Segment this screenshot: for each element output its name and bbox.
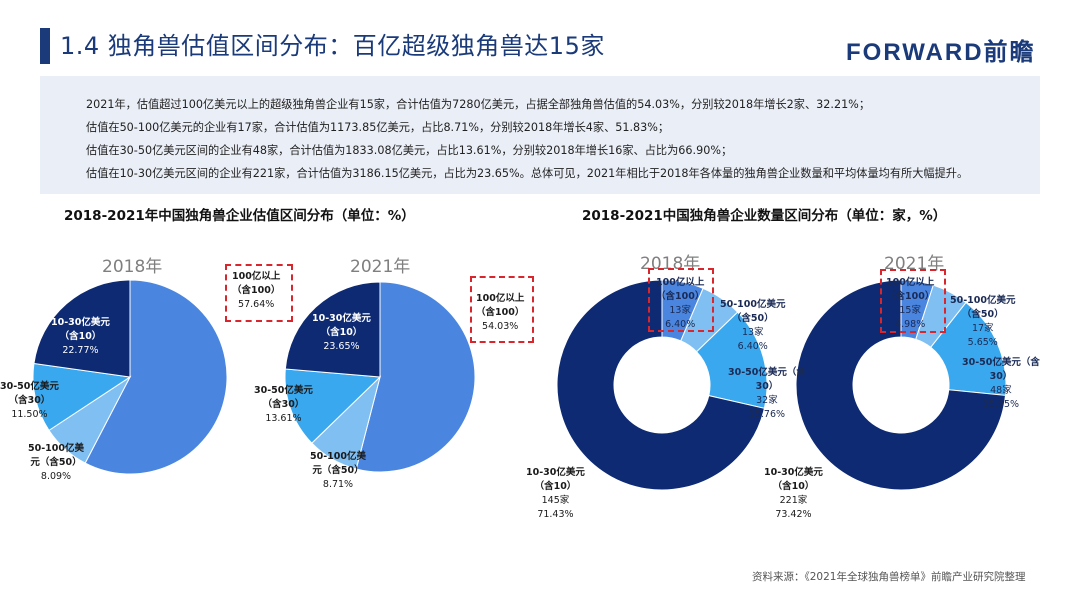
label-2018-cnt-30-50: 30-50亿美元（含 30） 32家 15.76%: [728, 367, 806, 420]
label-2021-val-100: 100亿以上 （含100） 54.03%: [476, 293, 525, 332]
slice-100-plus-2021-valuation: [355, 281, 476, 473]
summary-line: 估值在10-30亿美元区间的企业有221家，合计估值为3186.15亿美元，占比…: [86, 167, 969, 180]
label-2021-val-30-50: 30-50亿美元 （含30） 13.61%: [254, 385, 313, 424]
highlight-box-2018-count: [648, 268, 714, 332]
summary-line: 估值在30-50亿美元区间的企业有48家，合计估值为1833.08亿美元，占比1…: [86, 144, 733, 157]
slice-100-plus-2018-valuation: [84, 279, 228, 475]
page-title: 1.4 独角兽估值区间分布：百亿超级独角兽达15家: [60, 32, 605, 60]
slice-10-30-2021-valuation: [284, 281, 381, 378]
slice-10-30-2021-count: [795, 279, 1007, 491]
slice-10-30-2018-count: [556, 279, 765, 491]
label-2018-cnt-100: 100亿以上 （含100） 13家 6.40%: [656, 277, 705, 330]
valuation-chart-title: 2018-2021年中国独角兽企业估值区间分布（单位：%）: [64, 208, 415, 224]
highlight-box-2018-valuation: [225, 264, 293, 322]
label-2018-val-10-30: 10-30亿美元 （含10） 22.77%: [51, 317, 110, 356]
slice-10-30-2018-valuation: [33, 279, 131, 378]
slice-30-50-2021-valuation: [284, 368, 382, 444]
label-2021-cnt-100: 100亿以上 （含100） 15家 4.98%: [886, 277, 935, 330]
year-label-2021-valuation: 2021年: [350, 257, 411, 277]
source-note: 资料来源：《2021年全球独角兽榜单》前瞻产业研究院整理: [752, 571, 1026, 583]
title-accent-bar: [40, 28, 50, 64]
label-2018-cnt-10-30: 10-30亿美元 （含10） 145家 71.43%: [526, 467, 585, 520]
highlight-box-2021-count: [880, 269, 946, 333]
slice-30-50-2018-valuation: [32, 362, 132, 432]
forward-logo: FORWARD前瞻: [846, 39, 1036, 66]
label-2021-cnt-10-30: 10-30亿美元 （含10） 221家 73.42%: [764, 467, 823, 520]
label-2018-cnt-50-100: 50-100亿美元 （含50） 13家 6.40%: [720, 299, 786, 352]
label-2018-val-100: 100亿以上 （含100） 57.64%: [232, 271, 281, 310]
label-2021-cnt-30-50: 30-50亿美元（含 30） 48家 15.95%: [962, 357, 1040, 410]
label-2021-cnt-50-100: 50-100亿美元 （含50） 17家 5.65%: [950, 295, 1016, 348]
label-2018-val-50-100: 50-100亿美 元（含50） 8.09%: [28, 443, 84, 482]
summary-box: 2021年，估值超过100亿美元以上的超级独角兽企业有15家，合计估值为7280…: [40, 76, 1040, 194]
count-chart-title: 2018-2021中国独角兽企业数量区间分布（单位：家，%）: [582, 208, 947, 224]
summary-line: 估值在50-100亿美元的企业有17家，合计估值为1173.85亿美元，占比8.…: [86, 121, 670, 134]
label-2018-val-30-50: 30-50亿美元 （含30） 11.50%: [0, 381, 59, 420]
summary-line: 2021年，估值超过100亿美元以上的超级独角兽企业有15家，合计估值为7280…: [86, 98, 871, 111]
year-label-2018-valuation: 2018年: [102, 257, 163, 277]
label-2021-val-50-100: 50-100亿美 元（含50） 8.71%: [310, 451, 366, 490]
highlight-box-2021-valuation: [470, 276, 534, 343]
label-2021-val-10-30: 10-30亿美元 （含10） 23.65%: [312, 313, 371, 352]
